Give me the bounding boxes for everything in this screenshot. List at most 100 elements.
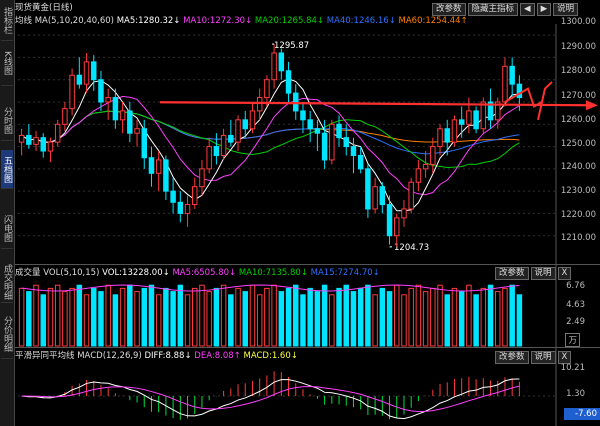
volume-bar: [119, 287, 126, 347]
volume-bar: [127, 284, 133, 347]
volume-bar: [466, 284, 472, 347]
vol-toolbar: 改参数 说明 X: [495, 267, 572, 280]
candle-body: [458, 119, 465, 125]
candle-body: [206, 146, 212, 170]
candle-body: [285, 70, 292, 94]
candle-body: [379, 186, 386, 206]
volume-bar: [47, 287, 54, 347]
macd-edit-params-button[interactable]: 改参数: [495, 351, 529, 364]
price-tick: 1290.00: [560, 42, 596, 52]
candle-body: [495, 101, 501, 121]
sidebar-tab-five-levels[interactable]: 五档图: [1, 150, 13, 189]
volume-bar: [134, 291, 140, 347]
price-tick: 1240.00: [560, 162, 596, 172]
volume-bar: [415, 284, 422, 347]
candle-body: [336, 123, 342, 139]
sidebar-tab-trade-detail[interactable]: 成交明细: [1, 262, 13, 303]
volume-bar: [112, 294, 119, 347]
help-button[interactable]: 说明: [553, 3, 579, 16]
annotation-line: [159, 101, 589, 107]
macd-help-button[interactable]: 说明: [530, 351, 556, 364]
candle-body: [480, 101, 487, 130]
ma5-line: [21, 78, 520, 212]
macd-close-icon[interactable]: X: [557, 351, 572, 364]
volume-bar: [394, 284, 400, 347]
price-tick: 1220.00: [560, 210, 596, 220]
candle-body: [141, 128, 147, 159]
volume-bar: [321, 284, 328, 347]
sidebar-tab-indicators[interactable]: 指标栏: [1, 0, 13, 41]
volume-bar: [408, 287, 414, 347]
volume-bar: [300, 294, 306, 347]
candle-body: [401, 208, 407, 219]
volume-bar: [249, 284, 256, 347]
candle-body: [69, 74, 75, 110]
volume-bar: [83, 294, 90, 347]
volume-bar: [177, 284, 184, 347]
ma40-value: MA40:1246.16↓: [326, 16, 396, 26]
volume-bar: [163, 287, 169, 347]
ma5-value: MA5:1280.32↓: [116, 16, 181, 26]
prev-arrow-icon[interactable]: ◀: [520, 3, 535, 16]
ma20-value: MA20:1265.84↓: [254, 16, 325, 26]
volume-bar: [155, 294, 162, 347]
volume-bar: [228, 294, 234, 347]
candle-body: [437, 128, 443, 148]
candle-body: [148, 157, 155, 174]
candle-body: [329, 123, 335, 161]
candle-body: [170, 190, 176, 203]
candle-body: [408, 181, 414, 210]
hide-main-indicator-button[interactable]: 隐藏主指标: [467, 3, 519, 16]
volume-bar: [480, 287, 487, 347]
next-arrow-icon[interactable]: ▶: [536, 3, 552, 16]
volume-bar: [40, 294, 46, 347]
volume-bar: [329, 294, 335, 347]
sidebar: 指标栏 K线图 分时图 五档图 闪电图 成交明细 分价明细: [0, 0, 15, 426]
macd-tick: 1.30: [566, 389, 585, 399]
candle-body: [98, 79, 104, 103]
volume-bar: [350, 291, 357, 347]
candle-body: [83, 61, 90, 85]
vol-name: 成交量: [15, 268, 41, 278]
volume-bar: [220, 284, 227, 347]
vol-unit: 万: [565, 333, 580, 347]
vol-tick: 4.63: [566, 300, 585, 310]
price-tick: 1270.00: [560, 91, 596, 101]
candle-body: [47, 141, 54, 152]
volume-bar: [256, 294, 263, 347]
volume-bar: [444, 294, 450, 347]
volume-bar: [206, 291, 212, 347]
vol-edit-params-button[interactable]: 改参数: [495, 267, 529, 280]
volume-bar: [54, 284, 61, 347]
candle-body: [127, 110, 133, 134]
volume-bar: [365, 284, 371, 347]
volume-bar: [487, 284, 494, 347]
volume-bar: [509, 284, 515, 347]
volume-bar: [242, 291, 248, 347]
sidebar-tab-price-detail[interactable]: 分价明细: [1, 310, 13, 359]
macd-dea-line: [21, 385, 520, 412]
volume-bar: [386, 291, 393, 347]
main-toolbar: 改参数 隐藏主指标 ◀ ▶ 说明: [432, 3, 579, 16]
vol-close-icon[interactable]: X: [557, 267, 572, 280]
macd-toolbar: 改参数 说明 X: [495, 351, 572, 364]
candle-body: [430, 146, 436, 165]
vol-help-button[interactable]: 说明: [530, 267, 556, 280]
annotation-arrow-icon: [586, 100, 598, 111]
sidebar-tab-flash[interactable]: 闪电图: [1, 208, 13, 249]
sidebar-tab-timeshare[interactable]: 分时图: [1, 100, 13, 141]
edit-params-button[interactable]: 改参数: [432, 3, 466, 16]
volume-bar: [271, 284, 277, 347]
price-tick: 1250.00: [560, 139, 596, 149]
candle-body: [357, 154, 364, 170]
macd-diff: DIFF:8.88↓: [144, 351, 192, 361]
price-tick: 1210.00: [560, 233, 596, 243]
volume-bar: [26, 291, 32, 347]
candle-body: [365, 168, 371, 210]
volume-bar: [516, 294, 523, 347]
ma60-value: MA60:1254.44↑: [398, 16, 468, 26]
sidebar-tab-kline[interactable]: K线图: [1, 40, 13, 86]
ma-params: MA(5,10,20,40,60): [34, 16, 114, 26]
vol-ma-line: [21, 284, 520, 292]
